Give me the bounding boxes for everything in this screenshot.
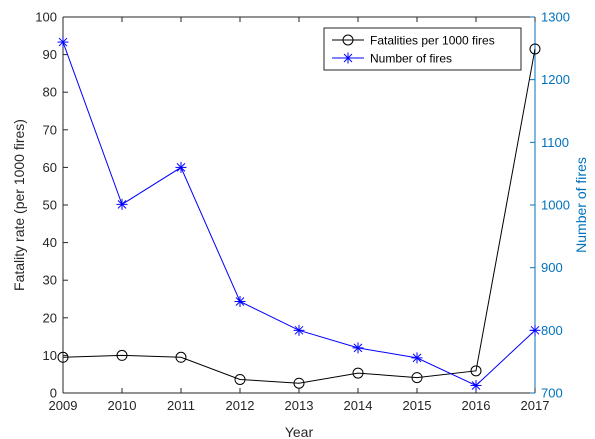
x-tick-label: 2010 — [108, 398, 137, 413]
right-y-tick-label: 700 — [541, 386, 563, 401]
asterisk-stroke — [412, 353, 422, 363]
legend-label: Number of fires — [370, 52, 452, 66]
asterisk-stroke — [58, 37, 68, 47]
data-point-circle — [175, 351, 187, 363]
data-point-circle — [234, 373, 246, 385]
right-y-axis-label: Number of fires — [573, 157, 589, 253]
left-y-tick-label: 10 — [43, 348, 57, 363]
asterisk-stroke — [294, 325, 304, 335]
left-y-tick-label: 40 — [43, 235, 57, 250]
data-point-circle — [116, 349, 128, 361]
asterisk-stroke — [176, 163, 186, 172]
legend-box — [323, 27, 522, 71]
asterisk-stroke — [353, 343, 363, 353]
legend: Fatalities per 1000 fires Number of fires — [323, 27, 522, 71]
right-y-tick-label: 1300 — [541, 10, 570, 25]
asterisk-stroke — [235, 297, 245, 306]
data-point-asterisk — [470, 379, 482, 391]
x-tick-label: 2014 — [344, 398, 373, 413]
series-line — [62, 48, 536, 384]
data-point-circle — [57, 351, 69, 363]
x-axis-label: Year — [285, 424, 314, 439]
right-y-tick-label: 1200 — [541, 72, 570, 87]
x-tick-label: 2017 — [521, 398, 550, 413]
x-tick-label: 2013 — [285, 398, 314, 413]
left-y-axis-label: Fatality rate (per 1000 fires) — [11, 119, 27, 291]
data-point-asterisk — [293, 324, 305, 336]
series-fatality-rate — [57, 43, 541, 389]
x-tick-label: 2012 — [226, 398, 255, 413]
asterisk-stroke — [471, 381, 481, 390]
data-point-asterisk — [57, 36, 69, 48]
legend-marker-circle — [342, 34, 354, 46]
x-tick-label: 2015 — [403, 398, 432, 413]
right-y-tick-label: 1100 — [541, 135, 569, 150]
x-tick-label: 2016 — [462, 398, 491, 413]
legend-label: Fatalities per 1000 fires — [370, 34, 495, 48]
asterisk-stroke — [117, 200, 127, 209]
data-point-asterisk — [116, 198, 128, 210]
left-y-tick-label: 30 — [43, 273, 57, 288]
left-y-tick-label: 0 — [50, 386, 57, 401]
x-tick-label: 2011 — [167, 398, 195, 413]
data-point-asterisk — [529, 324, 541, 336]
right-y-tick-label: 1000 — [541, 198, 570, 213]
left-y-tick-label: 20 — [43, 310, 57, 325]
series-layer — [57, 36, 541, 391]
data-point-circle — [529, 43, 541, 55]
x-tick-label: 2009 — [49, 398, 78, 413]
left-y-tick-label: 100 — [35, 10, 57, 25]
axes: 2009 2010 2011 2012 2013 2014 2015 2016 2017 0 10 2… — [11, 10, 589, 439]
legend-entry: Fatalities per 1000 fires — [332, 34, 495, 48]
legend-entry: Number of fires — [332, 52, 452, 66]
left-y-tick-label: 50 — [43, 198, 57, 213]
left-y-tick-label: 80 — [43, 85, 57, 100]
data-point-circle — [470, 365, 482, 377]
right-y-tick-label: 900 — [541, 260, 563, 275]
data-point-asterisk — [352, 342, 364, 354]
data-point-asterisk — [175, 161, 187, 173]
data-point-circle — [352, 367, 364, 379]
legend-marker-asterisk — [342, 52, 354, 64]
left-y-tick-label: 90 — [43, 47, 57, 62]
series-number-of-fires — [57, 36, 541, 391]
right-y-tick-label: 800 — [541, 323, 563, 338]
data-point-asterisk — [234, 296, 246, 308]
asterisk-stroke — [343, 53, 353, 63]
asterisk-stroke — [530, 325, 540, 335]
data-point-circle — [411, 372, 423, 384]
left-y-tick-label: 70 — [43, 122, 57, 137]
left-y-tick-label: 60 — [43, 160, 57, 175]
data-point-asterisk — [411, 352, 423, 364]
data-point-circle — [293, 377, 305, 389]
